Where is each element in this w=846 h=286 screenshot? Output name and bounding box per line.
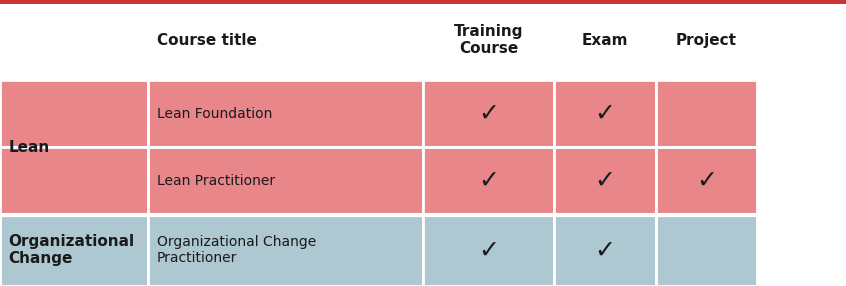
Text: Organizational
Change: Organizational Change — [8, 234, 135, 267]
Text: Course title: Course title — [157, 33, 256, 47]
Text: ✓: ✓ — [478, 102, 499, 126]
Bar — [554, 214, 656, 286]
Bar — [554, 80, 656, 147]
Bar — [148, 80, 423, 147]
Bar — [656, 214, 757, 286]
Bar — [0, 214, 148, 286]
Bar — [0, 0, 846, 4]
Text: ✓: ✓ — [595, 169, 615, 193]
Bar — [148, 147, 423, 214]
Bar — [0, 147, 148, 214]
Bar — [656, 147, 757, 214]
Bar — [656, 147, 757, 214]
Text: Organizational Change
Practitioner: Organizational Change Practitioner — [157, 235, 316, 265]
Text: ✓: ✓ — [595, 102, 615, 126]
Bar — [0, 0, 846, 80]
Text: Training
Course: Training Course — [453, 24, 524, 56]
Text: Lean Practitioner: Lean Practitioner — [157, 174, 275, 188]
Bar — [423, 80, 554, 147]
Bar — [554, 80, 656, 147]
Bar — [423, 214, 554, 286]
Bar — [554, 147, 656, 214]
Text: ✓: ✓ — [696, 169, 717, 193]
Bar — [0, 214, 148, 286]
Bar — [0, 0, 846, 4]
Bar — [148, 214, 423, 286]
Bar — [423, 80, 554, 147]
Text: ✓: ✓ — [595, 238, 615, 262]
Bar — [0, 80, 148, 147]
Bar — [148, 80, 423, 147]
Text: Lean: Lean — [8, 140, 50, 155]
Text: Exam: Exam — [582, 33, 628, 47]
Text: ✓: ✓ — [478, 238, 499, 262]
Bar — [423, 147, 554, 214]
Bar — [423, 214, 554, 286]
Bar — [423, 147, 554, 214]
Bar — [554, 214, 656, 286]
Bar — [656, 80, 757, 147]
Text: Lean Foundation: Lean Foundation — [157, 107, 272, 121]
Bar — [554, 147, 656, 214]
Bar — [656, 80, 757, 147]
Bar — [148, 214, 423, 286]
Bar — [0, 147, 148, 214]
Text: Project: Project — [676, 33, 737, 47]
Text: ✓: ✓ — [478, 169, 499, 193]
Bar — [148, 147, 423, 214]
Bar — [656, 214, 757, 286]
Bar — [0, 80, 148, 147]
